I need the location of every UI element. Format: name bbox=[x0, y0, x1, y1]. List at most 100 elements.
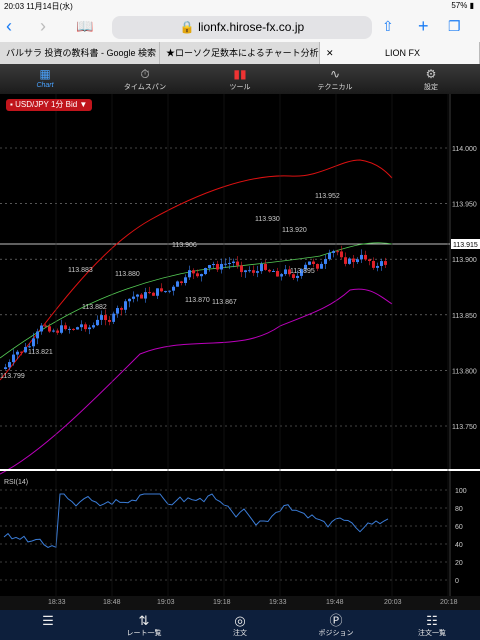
candle bbox=[200, 274, 203, 277]
new-tab-icon[interactable]: + bbox=[418, 16, 429, 36]
candle bbox=[44, 325, 47, 327]
chart-button[interactable]: ▦ Chart bbox=[10, 66, 80, 89]
chart-icon: ▦ bbox=[39, 67, 51, 81]
rsi-tick: 100 bbox=[455, 488, 467, 495]
time-tick: 20:18 bbox=[440, 599, 458, 606]
time-tick: 19:18 bbox=[213, 599, 231, 606]
candle bbox=[336, 251, 339, 253]
upper-band bbox=[0, 159, 393, 381]
price-annotation: 113.952 bbox=[315, 193, 340, 200]
close-icon[interactable]: ✕ bbox=[326, 48, 334, 58]
candle bbox=[268, 269, 271, 272]
tools-button[interactable]: ▮▮ ツール bbox=[205, 66, 275, 92]
gear-icon: ⚙ bbox=[425, 67, 437, 81]
candle bbox=[12, 354, 15, 363]
time-tick: 18:48 bbox=[103, 599, 121, 606]
technical-icon: ∿ bbox=[329, 67, 341, 81]
candle bbox=[164, 291, 167, 293]
order-list-button[interactable]: ☷ 注文一覧 bbox=[392, 613, 472, 638]
candle bbox=[256, 271, 259, 273]
candle bbox=[220, 263, 223, 270]
candle bbox=[272, 270, 275, 272]
candle bbox=[176, 281, 179, 287]
candle bbox=[360, 254, 363, 260]
candle bbox=[184, 277, 187, 283]
bookmarks-icon[interactable]: 📖 bbox=[76, 18, 94, 34]
candle bbox=[300, 269, 303, 276]
candle bbox=[280, 274, 283, 277]
candle bbox=[348, 258, 351, 264]
candle bbox=[368, 259, 371, 261]
candle bbox=[108, 320, 111, 322]
candle bbox=[248, 270, 251, 272]
tab-bar: バルサラ 投資の教科書 - Google 検索 ★ローソク足数本によるチャート分… bbox=[0, 42, 480, 64]
price-annotation: 113.799 bbox=[0, 373, 25, 380]
candle bbox=[120, 308, 123, 310]
candle bbox=[40, 325, 43, 332]
price-tick: 113.800 bbox=[452, 368, 477, 375]
candle bbox=[84, 324, 87, 330]
candle bbox=[140, 294, 143, 299]
rsi-tick: 40 bbox=[455, 542, 463, 549]
rates-button[interactable]: ⇅ レート一覧 bbox=[104, 613, 184, 638]
candle bbox=[28, 346, 31, 348]
candle bbox=[80, 324, 83, 328]
candle bbox=[104, 315, 107, 321]
candle bbox=[148, 292, 151, 294]
order-icon: ◎ bbox=[234, 613, 246, 628]
technical-button[interactable]: ∿ テクニカル bbox=[300, 66, 370, 92]
candle bbox=[292, 274, 295, 278]
candle bbox=[8, 362, 11, 368]
candle bbox=[376, 265, 379, 268]
candle bbox=[56, 330, 59, 333]
candle bbox=[60, 325, 63, 333]
candle bbox=[72, 328, 75, 330]
order-button[interactable]: ◎ 注文 bbox=[200, 613, 280, 638]
time-tick: 18:33 bbox=[48, 599, 66, 606]
candle bbox=[172, 286, 175, 291]
candle bbox=[16, 351, 19, 355]
tabs-icon[interactable]: ❐ bbox=[448, 18, 461, 34]
candle bbox=[340, 251, 343, 258]
tab-lionfx[interactable]: ✕ LION FX bbox=[320, 42, 480, 64]
candle bbox=[228, 262, 231, 264]
share-icon[interactable]: ⇧ bbox=[382, 18, 394, 34]
time-tick: 19:33 bbox=[269, 599, 287, 606]
price-chart[interactable]: 114.000 113.950 113.900 113.850 113.800 113.7… bbox=[0, 94, 480, 596]
pair-selector[interactable]: ▪ USD/JPY 1分 Bid ▼ bbox=[6, 99, 93, 111]
candle bbox=[48, 326, 51, 332]
back-icon[interactable]: ‹ bbox=[6, 16, 12, 36]
candle bbox=[192, 270, 195, 274]
forward-icon[interactable]: › bbox=[40, 16, 46, 36]
candle bbox=[64, 325, 67, 330]
candle bbox=[356, 259, 359, 263]
status-battery: 57% ▮ bbox=[451, 1, 474, 10]
position-button[interactable]: Ⓟ ポジション bbox=[296, 613, 376, 638]
candle bbox=[24, 347, 27, 353]
candle bbox=[380, 261, 383, 266]
candle bbox=[260, 263, 263, 272]
candle bbox=[320, 263, 323, 269]
tab-google[interactable]: バルサラ 投資の教科書 - Google 検索 bbox=[0, 42, 160, 64]
app-toolbar: ▦ Chart ⏱ タイムスパン ▮▮ ツール ∿ テクニカル ⚙ 設定 bbox=[0, 64, 480, 94]
list-icon: ☷ bbox=[426, 613, 438, 628]
time-axis: 18:33 18:48 19:03 19:18 19:33 19:48 20:0… bbox=[0, 596, 480, 610]
settings-button[interactable]: ⚙ 設定 bbox=[396, 66, 466, 92]
time-tick: 20:03 bbox=[384, 599, 402, 606]
candle bbox=[124, 301, 127, 310]
address-bar[interactable]: 🔒 lionfx.hirose-fx.co.jp bbox=[112, 16, 372, 39]
price-annotation: 113.882 bbox=[82, 304, 107, 311]
candle bbox=[156, 288, 159, 296]
candle bbox=[52, 330, 55, 332]
status-bar: 20:03 11月14日(水) 57% ▮ bbox=[0, 0, 480, 12]
timespan-button[interactable]: ⏱ タイムスパン bbox=[110, 66, 180, 92]
candle bbox=[364, 254, 367, 260]
tab-article[interactable]: ★ローソク足数本によるチャート分析★ | F... bbox=[160, 42, 320, 64]
flag-icon: ▪ bbox=[10, 100, 13, 109]
candle bbox=[232, 261, 235, 263]
price-tick: 114.000 bbox=[452, 146, 477, 153]
candle bbox=[352, 258, 355, 263]
candle bbox=[276, 270, 279, 277]
menu-button[interactable]: ☰ bbox=[8, 613, 88, 628]
candle bbox=[296, 275, 299, 278]
